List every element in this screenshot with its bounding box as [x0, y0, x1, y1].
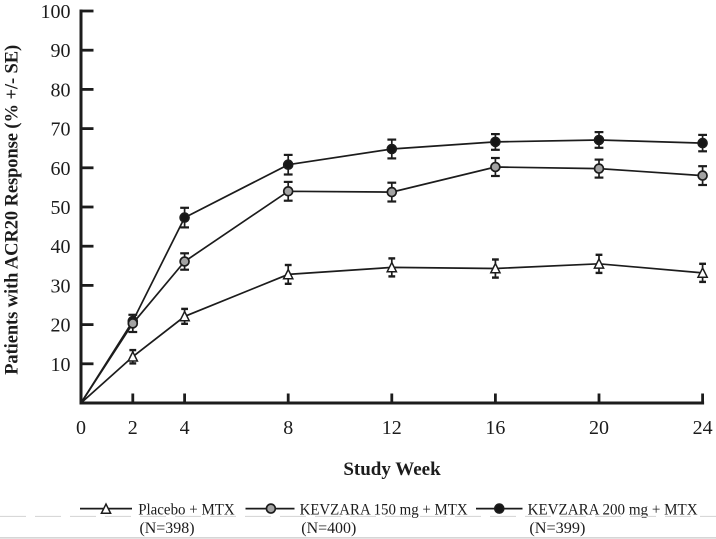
- svg-text:60: 60: [51, 158, 71, 180]
- svg-text:Study Week: Study Week: [343, 459, 441, 480]
- svg-text:70: 70: [51, 119, 71, 141]
- svg-text:20: 20: [589, 417, 609, 439]
- svg-text:KEVZARA 200 mg + MTX: KEVZARA 200 mg + MTX: [528, 502, 698, 519]
- svg-text:50: 50: [51, 197, 71, 219]
- svg-text:4: 4: [180, 417, 190, 439]
- svg-text:100: 100: [41, 1, 71, 23]
- svg-text:20: 20: [51, 315, 71, 337]
- svg-text:30: 30: [51, 275, 71, 297]
- svg-text:(N=398): (N=398): [140, 520, 195, 537]
- svg-text:Patients with ACR20 Response (: Patients with ACR20 Response (% +/- SE): [3, 45, 23, 375]
- svg-text:2: 2: [128, 417, 138, 439]
- svg-text:0: 0: [76, 417, 86, 439]
- svg-text:40: 40: [51, 236, 71, 258]
- svg-text:(N=399): (N=399): [529, 520, 585, 537]
- svg-text:10: 10: [51, 354, 71, 376]
- svg-text:16: 16: [485, 417, 505, 439]
- svg-text:12: 12: [382, 417, 402, 439]
- svg-text:80: 80: [51, 79, 71, 101]
- svg-text:KEVZARA 150 mg + MTX: KEVZARA 150 mg + MTX: [300, 502, 468, 519]
- svg-text:24: 24: [693, 417, 713, 439]
- svg-text:8: 8: [283, 417, 293, 439]
- svg-text:(N=400): (N=400): [301, 520, 356, 537]
- svg-text:90: 90: [51, 40, 71, 62]
- svg-text:Placebo + MTX: Placebo + MTX: [138, 502, 235, 519]
